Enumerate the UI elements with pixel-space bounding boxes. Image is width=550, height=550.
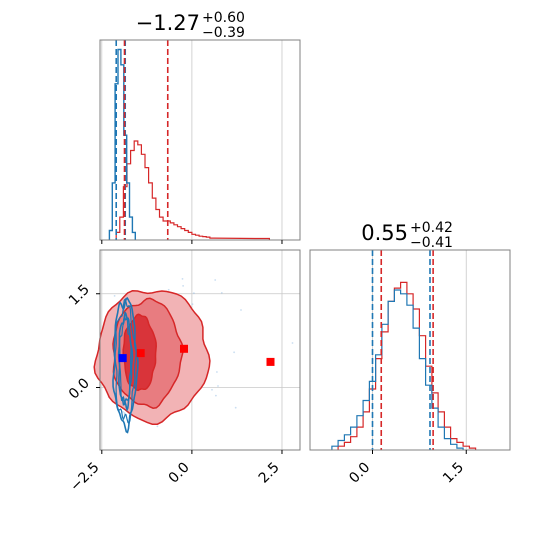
joint-markers <box>118 344 275 366</box>
title-param2-value: 0.55 <box>361 221 408 245</box>
scatter-point <box>193 292 195 295</box>
marginal-panel-param1 <box>99 39 301 244</box>
x-tick-label: 0.0 <box>166 460 193 487</box>
scatter-point <box>182 285 185 287</box>
scatter-point <box>217 385 219 387</box>
scatter-point <box>216 371 218 373</box>
marginal-param1-ticks <box>101 240 283 244</box>
scatter-point <box>113 295 116 297</box>
title-param2-upper: +0.42 <box>410 220 453 236</box>
joint-frame <box>99 249 301 451</box>
scatter-point <box>156 425 159 428</box>
blue-contour-outer-alt <box>114 298 137 425</box>
scatter-point <box>123 412 126 414</box>
red-histogram-param1 <box>115 140 270 240</box>
scatter-point <box>122 411 124 413</box>
x-tick-label: 0.0 <box>346 460 373 487</box>
marginal-param2-x-ticks: 0.0 1.5 <box>346 450 467 487</box>
scatter-point <box>181 278 184 280</box>
x-tick-label: 2.5 <box>256 460 283 487</box>
blue-marker <box>118 354 127 363</box>
title-param1-lower: −0.39 <box>202 25 245 41</box>
scatter-point <box>240 309 242 311</box>
scatter-point <box>234 406 237 409</box>
marginal-param1-frame <box>99 39 301 241</box>
scatter-point <box>211 388 213 391</box>
scatter-point <box>215 394 217 397</box>
joint-x-ticks: −2.5 0.0 2.5 <box>67 450 283 495</box>
title-param2-lower: −0.41 <box>410 235 453 251</box>
marginal-param2-frame <box>309 249 511 451</box>
scatter-point <box>291 342 294 344</box>
marginal-param1-grid <box>101 40 283 240</box>
red-marker <box>266 357 275 366</box>
scatter-point <box>233 351 236 354</box>
scatter-point <box>220 292 223 294</box>
red-contours <box>93 290 211 425</box>
scatter-point <box>214 279 217 281</box>
blue-histogram-param1 <box>108 48 136 240</box>
title-param1-value: −1.27 <box>136 11 200 35</box>
scatter-point <box>191 303 194 306</box>
scatter-point <box>167 288 170 291</box>
x-tick-label: 1.5 <box>440 460 467 487</box>
red-histogram-param2 <box>337 281 477 450</box>
quantile-lines-param2 <box>371 250 434 450</box>
quantile-lines-param1 <box>115 40 169 240</box>
title-param1-upper: +0.60 <box>202 10 245 26</box>
joint-panel: −2.5 0.0 2.5 0.0 1.5 <box>66 249 301 495</box>
blue-histogram-param2 <box>331 289 464 450</box>
x-tick-label: −2.5 <box>67 460 102 495</box>
y-tick-label: 1.5 <box>66 282 93 309</box>
red-marker <box>136 349 145 358</box>
red-marker <box>180 344 188 353</box>
joint-y-ticks: 0.0 1.5 <box>66 282 100 402</box>
y-tick-label: 0.0 <box>66 375 93 402</box>
marginal-panel-param2: 0.0 1.5 <box>309 249 511 487</box>
